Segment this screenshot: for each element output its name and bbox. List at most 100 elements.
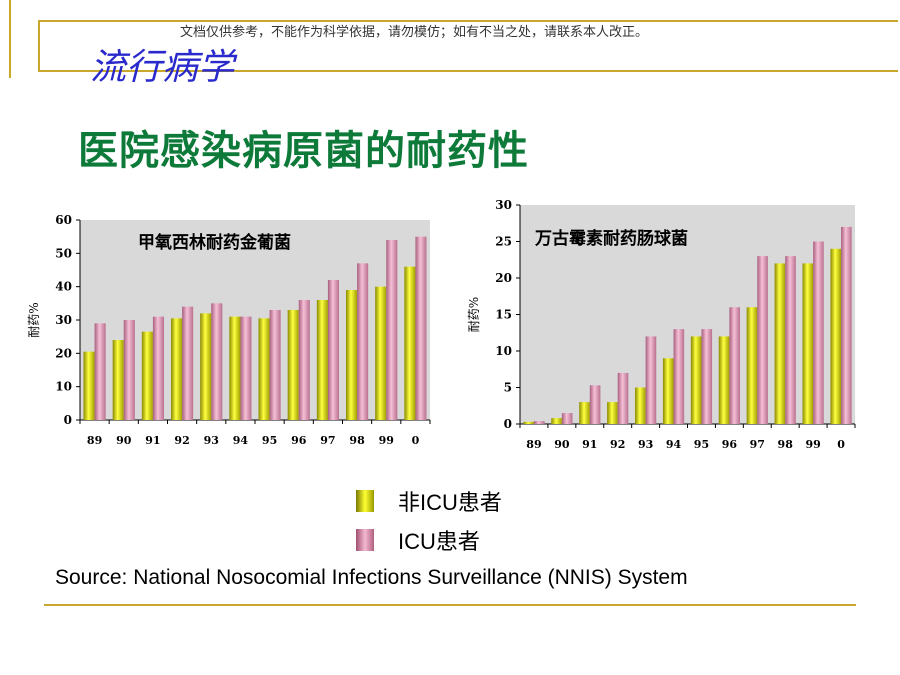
y-tick-label: 15	[495, 308, 512, 322]
chart-title: 万古霉素耐药肠球菌	[534, 228, 688, 249]
bar-non-icu	[229, 316, 241, 420]
x-tick-label: 0	[412, 434, 420, 447]
bar-icu	[533, 421, 545, 424]
bar-non-icu	[171, 318, 183, 420]
bar-icu	[757, 256, 768, 424]
x-tick-label: 92	[174, 434, 189, 447]
x-tick-label: 99	[379, 434, 394, 447]
bar-non-icu	[635, 387, 646, 424]
x-tick-label: 95	[262, 434, 277, 447]
plot-area	[520, 205, 855, 424]
x-tick-label: 98	[349, 434, 365, 447]
x-tick-label: 91	[145, 434, 160, 447]
bar-icu	[327, 280, 339, 420]
x-tick-label: 96	[291, 434, 307, 447]
bar-non-icu	[551, 418, 562, 424]
y-tick-label: 10	[495, 344, 512, 358]
y-tick-label: 5	[504, 381, 512, 395]
bar-icu	[729, 307, 740, 424]
disclaimer-text: 文档仅供参考，不能作为科学依据，请勿模仿；如有不当之处，请联系本人改正。	[180, 25, 649, 40]
bar-icu	[673, 329, 685, 424]
page-title: 医院感染病原菌的耐药性	[78, 128, 529, 174]
plot-area	[80, 220, 430, 420]
bar-non-icu	[607, 402, 618, 424]
chart-mrsa: 0 10 20 30 40 50 60 89 90 91 92 93 94 95 96 97 98 99 0 甲氧西林…	[27, 213, 431, 447]
x-tick-label: 90	[554, 438, 570, 451]
bar-icu	[240, 316, 252, 420]
x-tick-label: 93	[204, 434, 219, 447]
bar-non-icu	[523, 421, 534, 424]
bar-icu	[211, 303, 223, 420]
legend-icu: ICU患者	[356, 524, 480, 556]
legend-swatch-icu	[356, 529, 374, 551]
legend-non-icu: 非ICU患者	[356, 485, 502, 517]
y-tick-label: 10	[55, 380, 72, 394]
bar-non-icu	[746, 307, 758, 424]
x-tick-label: 94	[233, 434, 249, 447]
chart-vre: 0 5 10 15 20 25 30 89 90 91 92 93 94 95 96 97 98 99 0 万古霉素耐…	[467, 198, 856, 451]
bar-non-icu	[718, 336, 730, 424]
bar-icu	[785, 256, 796, 424]
bar-icu	[152, 316, 164, 420]
y-tick-label: 40	[55, 280, 72, 294]
bar-icu	[94, 323, 106, 420]
x-tick-label: 96	[722, 438, 738, 451]
bar-icu	[701, 329, 713, 424]
x-tick-label: 97	[320, 434, 335, 447]
x-tick-label: 95	[694, 438, 709, 451]
bar-icu	[813, 241, 824, 424]
x-tick-label: 97	[750, 438, 765, 451]
x-tick-label: 0	[837, 438, 845, 451]
bar-non-icu	[258, 318, 270, 420]
x-tick-label: 90	[116, 434, 132, 447]
y-tick-label: 20	[495, 271, 512, 285]
legend-label-non-icu: 非ICU患者	[398, 490, 502, 515]
bar-non-icu	[830, 248, 842, 424]
bar-icu	[386, 240, 398, 420]
subject-title: 流行病学	[90, 47, 235, 88]
bar-non-icu	[112, 340, 124, 420]
bar-non-icu	[287, 310, 299, 420]
bar-icu	[617, 372, 629, 424]
bar-non-icu	[83, 351, 95, 420]
bar-icu	[182, 306, 194, 420]
x-tick-label: 99	[805, 438, 820, 451]
y-tick-label: 0	[504, 417, 512, 431]
x-tick-label: 89	[526, 438, 541, 451]
bar-icu	[357, 263, 369, 420]
bar-icu	[841, 226, 852, 424]
x-tick-label: 94	[666, 438, 682, 451]
bar-non-icu	[802, 263, 814, 424]
y-tick-label: 20	[55, 346, 72, 360]
x-tick-label: 92	[610, 438, 625, 451]
bar-icu	[415, 236, 427, 420]
y-tick-label: 0	[64, 413, 72, 427]
bar-non-icu	[141, 331, 153, 420]
bar-non-icu	[375, 286, 387, 420]
bar-non-icu	[404, 266, 416, 420]
y-tick-label: 60	[55, 213, 72, 227]
legend-swatch-non-icu	[356, 490, 374, 512]
bar-non-icu	[690, 336, 702, 424]
bar-icu	[645, 336, 657, 424]
header-frame	[38, 20, 898, 72]
x-tick-label: 91	[582, 438, 597, 451]
chart-title: 甲氧西林耐药金葡菌	[138, 232, 291, 253]
y-tick-label: 30	[55, 313, 72, 327]
source-text: Source: National Nosocomial Infections S…	[55, 566, 688, 589]
bar-non-icu	[774, 263, 786, 424]
decor-bottom-rule	[44, 604, 856, 606]
y-tick-label: 25	[495, 235, 512, 249]
legend-label-icu: ICU患者	[398, 529, 480, 554]
bar-icu	[123, 320, 135, 420]
x-tick-label: 93	[638, 438, 653, 451]
x-tick-label: 98	[778, 438, 794, 451]
bar-icu	[298, 300, 310, 420]
bar-icu	[269, 310, 281, 420]
bar-non-icu	[662, 358, 674, 424]
y-axis-label: 耐药%	[27, 302, 41, 337]
bar-non-icu	[200, 313, 212, 420]
bar-icu	[561, 413, 573, 424]
bar-icu	[589, 385, 601, 424]
x-tick-label: 89	[87, 434, 102, 447]
